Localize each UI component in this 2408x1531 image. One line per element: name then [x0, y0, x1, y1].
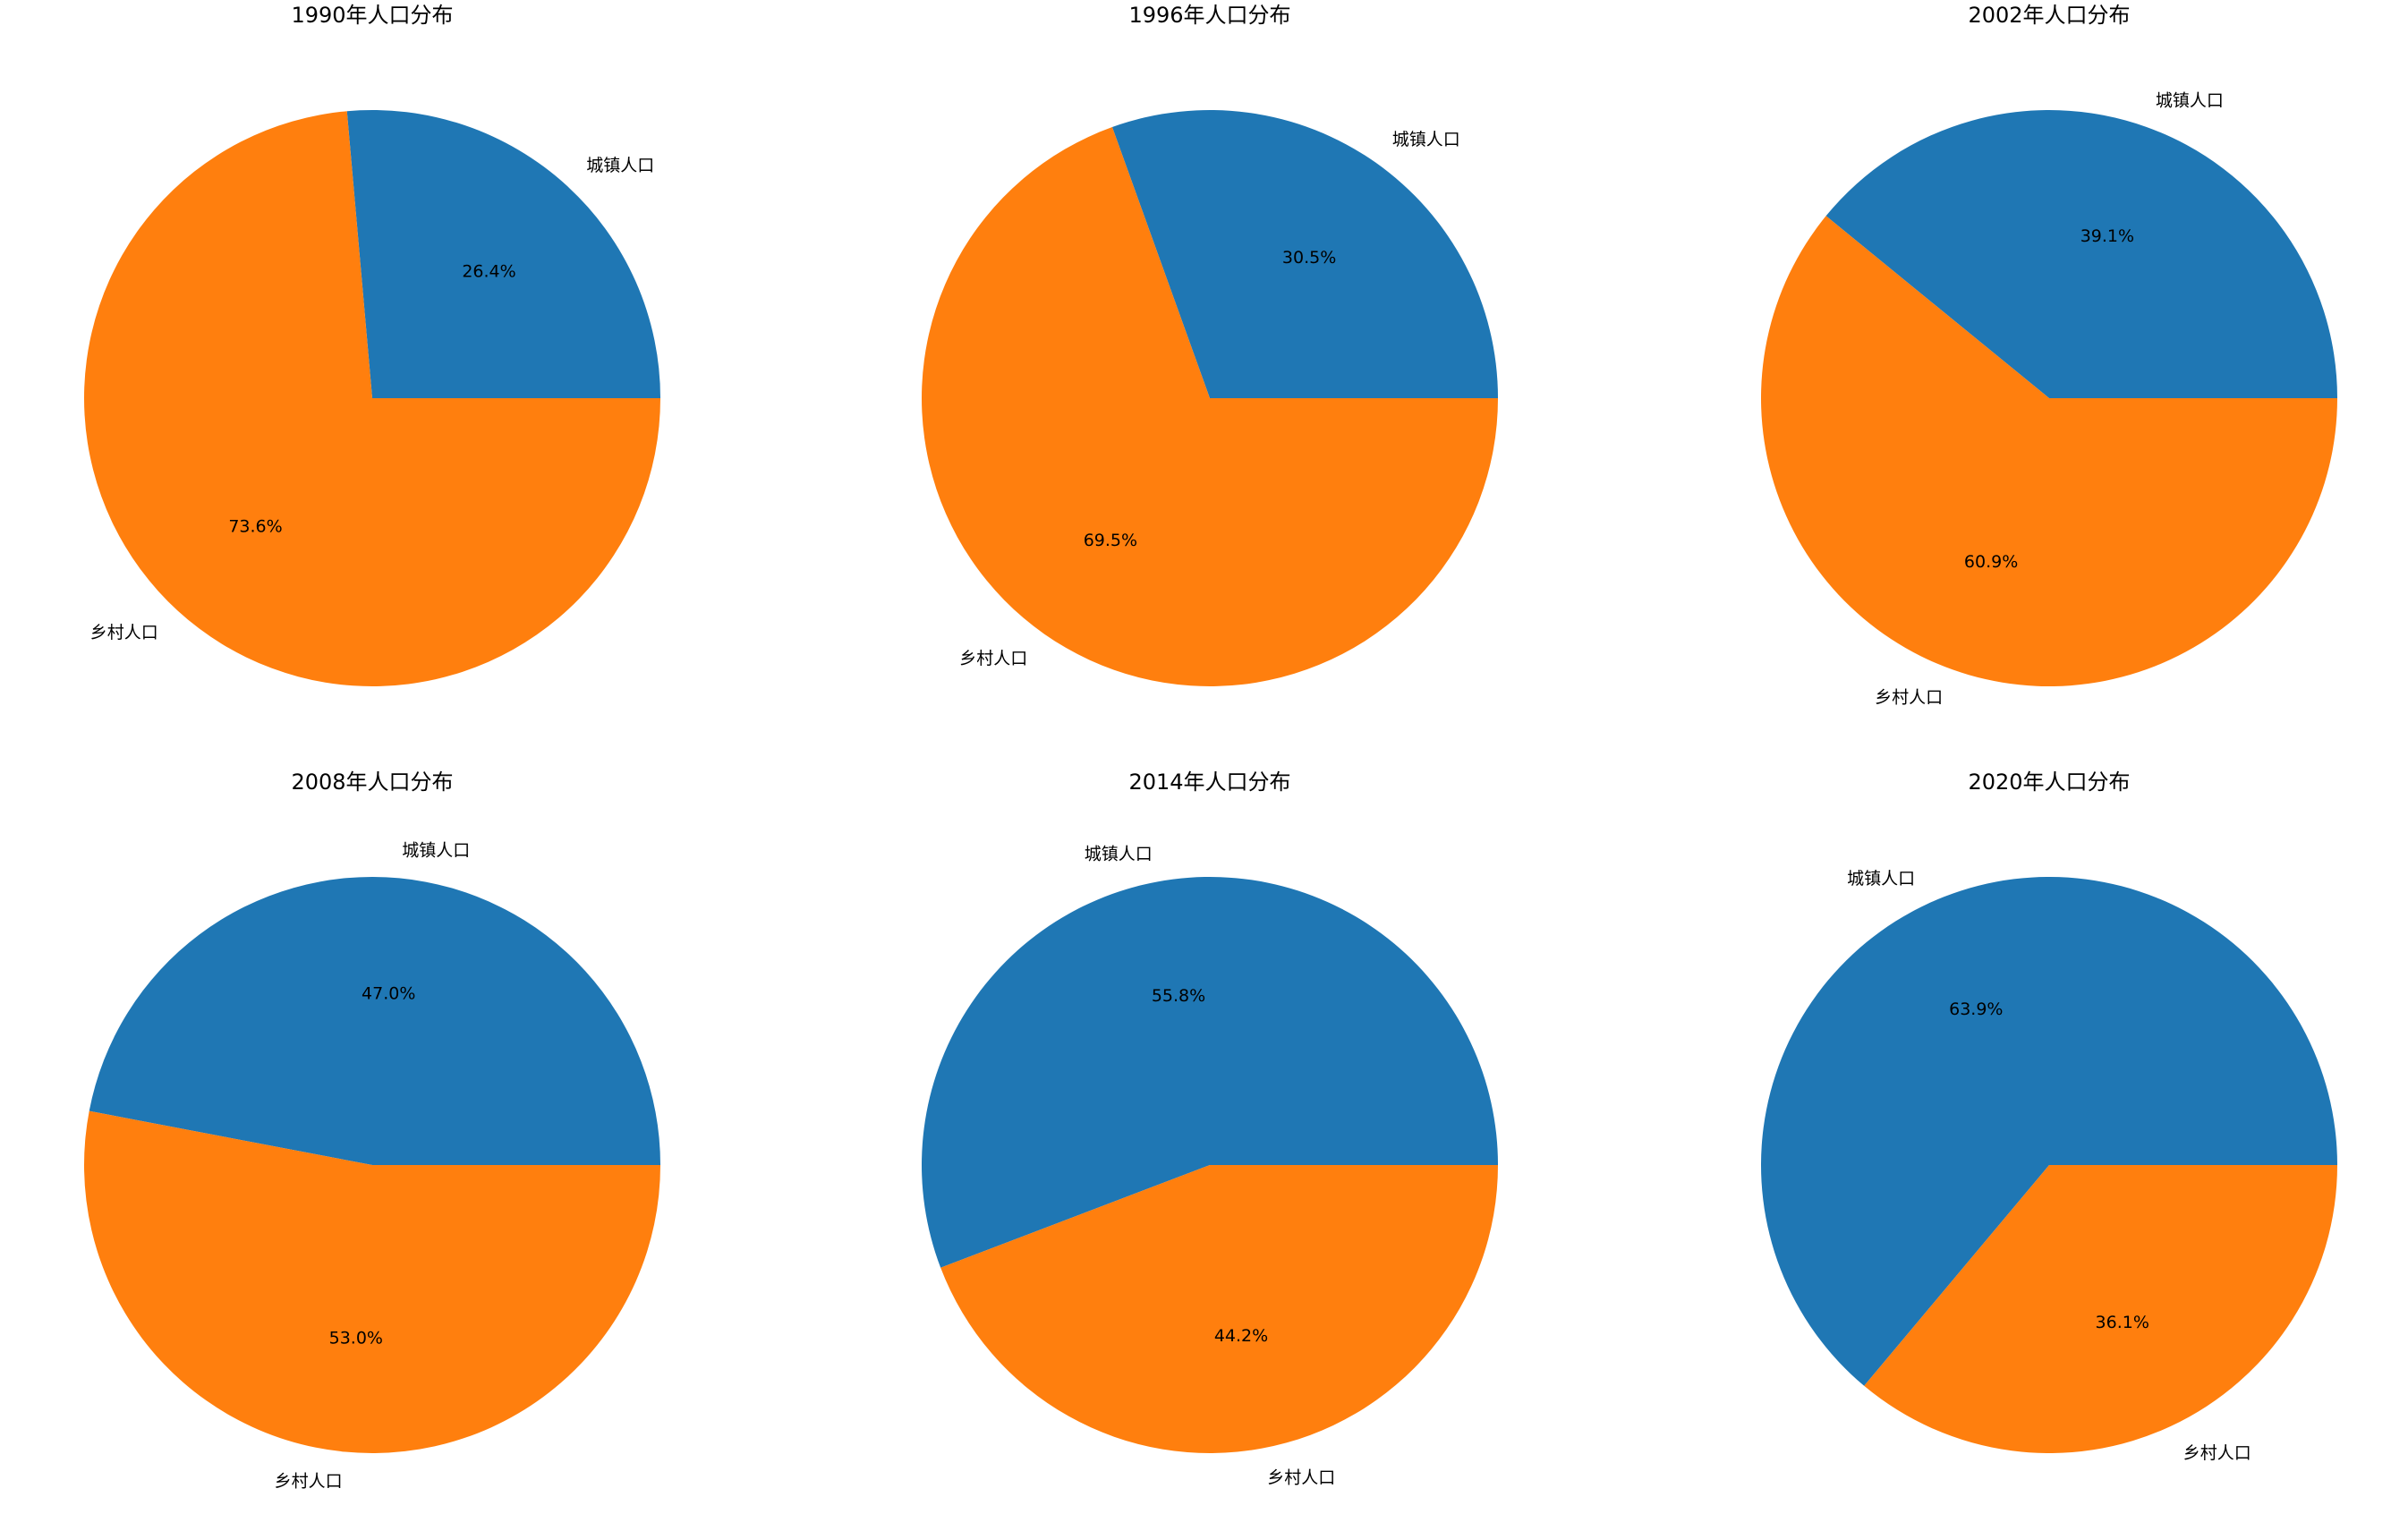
slice-category-label: 城镇人口 [402, 840, 470, 860]
pie-slice-urban [1111, 110, 1498, 399]
slice-category-label: 城镇人口 [1847, 869, 1915, 889]
slice-percent-label: 53.0% [329, 1328, 383, 1348]
slice-percent-label: 55.8% [1152, 986, 1205, 1006]
pie-slice-rural [1864, 1165, 2337, 1454]
slice-category-label: 乡村人口 [275, 1472, 343, 1492]
pie-slice-urban [1825, 109, 2337, 398]
slice-percent-label: 63.9% [1949, 999, 2003, 1019]
slice-percent-label: 60.9% [1964, 552, 2018, 572]
pie-slice-urban [921, 876, 1498, 1268]
slice-percent-label: 73.6% [228, 517, 282, 537]
pie-chart-4: 2008年人口分布 47.0% 城镇人口 53.0% 乡村人口 [83, 770, 660, 1492]
slice-category-label: 乡村人口 [2183, 1443, 2251, 1463]
chart-title: 2014年人口分布 [1128, 770, 1290, 795]
slice-percent-label: 47.0% [362, 984, 415, 1004]
pie-slice-rural [1761, 216, 2337, 686]
slice-category-label: 城镇人口 [586, 156, 654, 175]
slice-category-label: 城镇人口 [1392, 130, 1460, 149]
pie-slice-rural [83, 1110, 660, 1453]
slice-category-label: 乡村人口 [1267, 1467, 1335, 1487]
slice-category-label: 城镇人口 [2156, 90, 2224, 110]
pie-slice-urban [1761, 877, 2337, 1386]
pie-chart-1: 1990年人口分布 26.4% 城镇人口 73.6% 乡村人口 [84, 3, 661, 686]
slice-percent-label: 36.1% [2096, 1313, 2149, 1332]
pie-chart-5: 2014年人口分布 55.8% 城镇人口 44.2% 乡村人口 [921, 770, 1498, 1487]
slice-percent-label: 39.1% [2080, 226, 2134, 246]
chart-title: 1996年人口分布 [1128, 3, 1290, 28]
pie-slice-rural [940, 1165, 1498, 1453]
slice-category-label: 乡村人口 [90, 623, 158, 642]
pie-chart-3: 2002年人口分布 39.1% 城镇人口 60.9% 乡村人口 [1761, 3, 2337, 708]
chart-title: 1990年人口分布 [291, 3, 453, 28]
pie-chart-2: 1996年人口分布 30.5% 城镇人口 69.5% 乡村人口 [921, 3, 1499, 687]
pie-slice-rural [84, 111, 661, 686]
slice-percent-label: 44.2% [1214, 1326, 1268, 1346]
pie-chart-6: 2020年人口分布 63.9% 城镇人口 36.1% 乡村人口 [1761, 770, 2337, 1463]
chart-title: 2020年人口分布 [1968, 770, 2130, 795]
slice-percent-label: 30.5% [1282, 248, 1336, 268]
pie-slice-rural [921, 127, 1499, 687]
slice-percent-label: 69.5% [1084, 531, 1137, 550]
pie-slice-urban [89, 876, 660, 1165]
slice-category-label: 城镇人口 [1085, 845, 1153, 864]
slice-category-label: 乡村人口 [959, 649, 1027, 668]
slice-percent-label: 26.4% [462, 262, 515, 282]
slice-category-label: 乡村人口 [1875, 688, 1943, 708]
chart-title: 2008年人口分布 [291, 770, 453, 795]
pie-slice-urban [346, 109, 660, 399]
chart-title: 2002年人口分布 [1968, 3, 2130, 28]
